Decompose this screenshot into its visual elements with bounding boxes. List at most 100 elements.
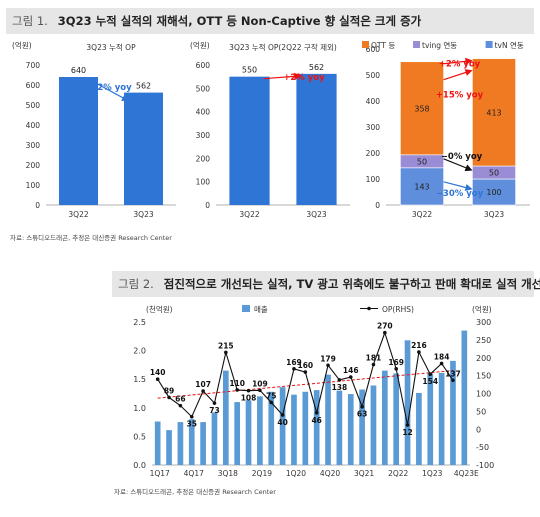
left-tick-label: 0.0 (133, 461, 146, 470)
op-point (439, 361, 444, 366)
op-point (371, 362, 376, 367)
y-axis-unit: (억원) (190, 41, 210, 50)
seg-value-label: 50 (489, 169, 499, 178)
op-point (405, 423, 410, 427)
sales-bar (188, 419, 195, 465)
op-point (337, 378, 342, 382)
sales-bar (268, 391, 275, 465)
op-value-label: 89 (164, 386, 174, 395)
x-tick-label: 3Q21 (354, 469, 374, 478)
figure1-source: 자료: 스튜디오드래곤, 추정은 대신증권 Research Center (10, 234, 172, 242)
arrow-ott (443, 69, 473, 81)
op-point (348, 375, 353, 379)
stack-seg-0-3Q23 (472, 178, 516, 206)
right-tick-label: -100 (476, 461, 494, 470)
chart-sales-op-trend: (천억원) (억원) 매출 OP(RHS) 0.0 0.5 1.0 1.5 2.0 2.5 -100… (133, 304, 494, 478)
x-tick-label: 4Q23E (454, 469, 479, 478)
legend-swatch-2 (485, 41, 493, 48)
y-tick-label: 200 (196, 154, 211, 163)
y-tick-label: 400 (366, 97, 381, 106)
op-point (269, 400, 274, 405)
x-tick-label: 3Q23 (306, 210, 326, 219)
sales-bar (461, 330, 468, 465)
y-tick-label: 400 (196, 108, 211, 117)
figure2-number: 그림 2. (118, 277, 154, 291)
op-trend-line (157, 370, 454, 399)
seg-value-label: 143 (414, 182, 429, 191)
figure1-title: 3Q23 누적 실적의 재해석, OTT 등 Non-Captive 향 실적은… (57, 14, 422, 28)
sales-bar (200, 422, 206, 465)
x-tick-label: 3Q18 (218, 469, 238, 478)
sales-bar (291, 394, 297, 465)
op-value-label: 109 (252, 379, 268, 388)
x-tick-label: 2Q22 (388, 469, 408, 478)
y-tick-label: 100 (366, 175, 381, 184)
op-value-label: 160 (297, 361, 313, 370)
op-point (201, 389, 205, 393)
x-tick-label: 3Q22 (239, 210, 259, 219)
arrow-total (443, 57, 473, 65)
left-tick-label: 0.5 (133, 432, 146, 441)
chart-title: 3Q23 누적 OP (86, 42, 136, 52)
op-point (212, 401, 217, 405)
sales-bar (166, 430, 172, 465)
sales-bar (234, 402, 241, 465)
right-tick-label: -50 (476, 443, 489, 452)
seg-value-label: 358 (414, 104, 429, 113)
op-point (326, 363, 330, 368)
right-tick-label: 250 (476, 336, 491, 345)
chart-title: 3Q23 누적 OP(2Q22 구작 제외) (229, 42, 337, 52)
op-point (155, 377, 160, 381)
y-tick-label: 300 (196, 131, 211, 140)
sales-bar (347, 394, 354, 465)
op-point (235, 388, 239, 392)
legend-bar-swatch (242, 305, 250, 312)
left-tick-label: 1.5 (133, 375, 146, 384)
y-tick-label: 600 (366, 45, 381, 54)
sales-bar (313, 390, 320, 465)
label-total-change: +2% yoy (439, 60, 481, 70)
left-axis-unit: (천억원) (146, 304, 173, 314)
x-tick-label: 1Q23 (422, 469, 442, 478)
op-value-label: 66 (175, 395, 185, 404)
legend-line-marker (367, 306, 371, 311)
sales-bar (177, 422, 184, 465)
x-tick-label: 4Q20 (320, 469, 340, 478)
op-value-label: 140 (150, 368, 166, 377)
y-tick-label: 0 (205, 201, 210, 210)
figure2-header: 그림 2. 점진적으로 개선되는 실적, TV 광고 위축에도 불구하고 판매 … (112, 271, 540, 297)
y-tick-label: 600 (26, 81, 41, 90)
y-tick-label: 500 (366, 71, 381, 80)
op-value-label: 216 (411, 341, 427, 350)
sales-bar (336, 390, 343, 465)
sales-bar (222, 370, 229, 465)
op-value-label: 75 (266, 391, 276, 400)
y-tick-label: 100 (26, 181, 41, 190)
label-tvn-change: −30% yoy (436, 189, 484, 199)
x-tick-label: 3Q22 (68, 210, 88, 219)
op-value-label: 137 (445, 369, 461, 378)
seg-value-label: 100 (486, 188, 501, 197)
sales-bar (393, 373, 400, 465)
op-value-label: 215 (218, 341, 234, 350)
change-arrow (263, 72, 302, 80)
figure1-header: 그림 1. 3Q23 누적 실적의 재해석, OTT 등 Non-Captive… (6, 8, 534, 34)
op-point (224, 350, 228, 355)
arrow-tvn (443, 181, 473, 191)
stack-seg-2-3Q22 (400, 61, 444, 156)
right-tick-label: 300 (476, 318, 491, 327)
op-value-label: 181 (366, 354, 382, 363)
op-point (292, 367, 296, 371)
sales-bar (245, 400, 252, 465)
op-value-label: 73 (209, 406, 219, 415)
sales-bar (450, 360, 456, 465)
right-tick-label: 0 (476, 425, 481, 434)
y-tick-label: 0 (35, 201, 40, 210)
right-axis-unit: (억원) (472, 305, 492, 314)
op-value-label: 154 (422, 377, 438, 386)
op-value-label: 12 (402, 428, 412, 437)
x-tick-label: 3Q23 (133, 210, 153, 219)
left-tick-label: 1.0 (133, 404, 146, 413)
